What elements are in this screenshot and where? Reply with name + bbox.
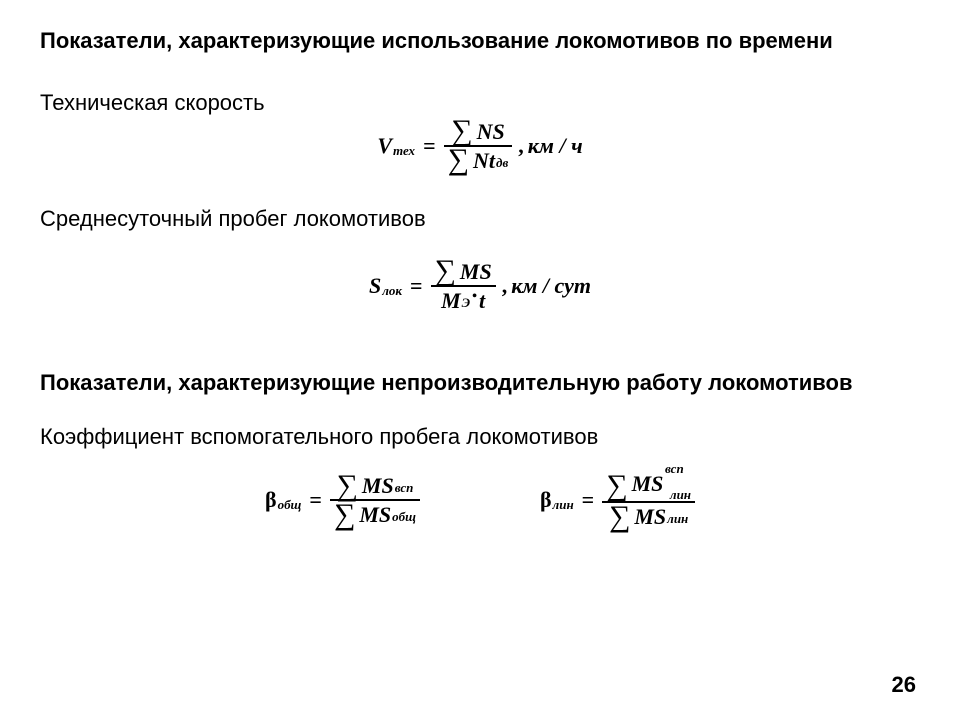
sigma-icon: ∑ [448, 149, 469, 172]
f2-lhs-var: S [369, 273, 381, 299]
section3-label: Коэффициент вспомогательного пробега лок… [40, 424, 920, 450]
f1-num: NS [477, 120, 505, 143]
f3r-num-sub: лин [670, 487, 691, 502]
f1-unit-text: км / ч [528, 133, 583, 158]
f3r-lhs-sub: лин [553, 497, 574, 513]
page-number: 26 [892, 672, 916, 698]
equals-sign: = [582, 487, 595, 513]
section1-label: Техническая скорость [40, 90, 920, 116]
title-2: Показатели, характеризующие непроизводит… [40, 370, 920, 396]
f3l-lhs-var: β [265, 487, 277, 513]
f2-den-right: t [479, 289, 485, 312]
formula-beta-total: β общ = ∑ MS всп ∑ MS общ [265, 474, 420, 526]
f3r-num: MS [632, 471, 664, 496]
f3r-lhs-var: β [540, 487, 552, 513]
f3l-lhs-sub: общ [278, 497, 302, 513]
f1-den: Nt [473, 149, 495, 172]
f3l-num: MS [362, 474, 394, 497]
formula-daily-run: S лок = ∑ MS M Э • t ,км / сут [369, 260, 591, 312]
multiply-dot-icon: • [472, 290, 477, 305]
f1-lhs-var: V [377, 133, 392, 159]
f3l-den-sub: общ [392, 510, 416, 524]
f3l-den: MS [359, 503, 391, 526]
equals-sign: = [309, 487, 322, 513]
sigma-icon: ∑ [435, 260, 456, 283]
f2-den-left-sub: Э [462, 296, 470, 310]
title-1: Показатели, характеризующие использовани… [40, 28, 920, 54]
f1-den-sub: дв [496, 156, 508, 170]
section2-label: Среднесуточный пробег локомотивов [40, 206, 920, 232]
sigma-icon: ∑ [451, 120, 472, 143]
f3r-den: MS [634, 505, 666, 528]
section2-formula-row: S лок = ∑ MS M Э • t ,км / сут [40, 260, 920, 312]
sigma-icon: ∑ [606, 475, 627, 498]
f3r-den-sub: лин [667, 512, 688, 526]
f3l-num-sub: всп [395, 481, 414, 495]
section3-formula-row: β общ = ∑ MS всп ∑ MS общ β [40, 472, 920, 528]
f2-unit: ,км / сут [502, 273, 591, 299]
f3r-num-sup: всп [665, 462, 684, 476]
f1-lhs-sub: тех [393, 143, 415, 159]
f1-unit: ,км / ч [518, 133, 582, 159]
f2-den-left: M [441, 289, 461, 312]
slide-page: Показатели, характеризующие использовани… [0, 0, 960, 720]
sigma-icon: ∑ [609, 506, 630, 529]
f2-num: MS [460, 260, 492, 283]
equals-sign: = [423, 133, 436, 159]
formula-technical-speed: V тех = ∑ NS ∑ Nt дв ,км / ч [377, 120, 582, 172]
sigma-icon: ∑ [334, 504, 355, 527]
section1-formula-row: V тех = ∑ NS ∑ Nt дв ,км / ч [40, 120, 920, 172]
sigma-icon: ∑ [337, 475, 358, 498]
equals-sign: = [410, 273, 423, 299]
formula-beta-linear: β лин = ∑ MS лин всп ∑ MS лин [540, 472, 695, 528]
f2-lhs-sub: лок [382, 283, 402, 299]
f2-unit-text: км / сут [511, 273, 591, 298]
